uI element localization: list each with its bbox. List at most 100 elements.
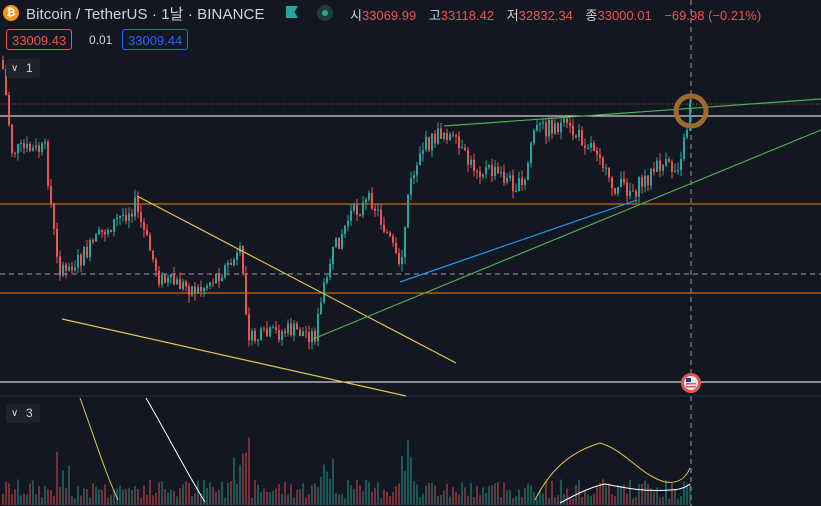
candle-body [206,285,208,289]
candle-body [470,159,472,165]
candle-body [65,264,67,271]
candle-body [587,147,589,149]
volume-bar [17,479,19,505]
candle-body [476,171,478,173]
volume-bar [512,498,514,505]
candle-body [371,193,373,209]
yellow-trendline-lower[interactable] [61,318,407,397]
candle-body [422,150,424,154]
volume-bar [11,494,13,505]
volume-bar [86,489,88,505]
volume-bar [329,478,331,505]
market-status-icon[interactable] [317,5,333,21]
volume-bar [470,482,472,505]
high-value: 33118.42 [440,8,495,23]
candle-body [386,232,388,234]
candle-body [482,173,484,177]
candle-body [203,288,205,292]
green-flag-icon[interactable] [286,6,298,18]
candle-body [539,123,541,125]
candle-body [251,330,253,341]
volume-bar [578,479,580,505]
volume-bar [98,489,100,505]
volume-bar [545,480,547,505]
volume-bar [533,491,535,505]
candle-body [407,194,409,228]
candle-body [299,329,301,337]
circle-marker-drawing[interactable] [673,93,709,129]
candle-body [209,282,211,286]
volume-bar [524,488,526,505]
volume-bar [260,492,262,505]
candle-body [332,246,334,265]
candle-body [458,136,460,148]
volume-bar [185,481,187,505]
candle-body [125,214,127,221]
candle-body [191,286,193,296]
volume-bar [551,480,553,505]
green-trendline-upper[interactable] [443,98,821,127]
candle-body [431,133,433,151]
volume-bar [611,494,613,505]
yellow-trendline-upper[interactable] [136,195,457,364]
symbol-title[interactable]: Bitcoin / TetherUS · 1날 · BINANCE [26,6,265,23]
volume-bar [365,480,367,505]
candle-body [263,328,265,330]
candle-body [50,185,52,205]
volume-bar [227,482,229,505]
volume-bar [374,487,376,505]
volume-bar [218,490,220,505]
candle-body [17,144,19,154]
us-flag-event-icon[interactable] [681,373,701,393]
candle-body [221,277,223,281]
volume-bar [371,492,373,505]
buy-price-button[interactable]: 33009.44 [122,29,189,50]
candle-body [287,323,289,334]
candle-body [47,141,49,186]
volume-bar [215,491,217,505]
candle-body [350,210,352,221]
high-label: 고 [428,8,441,23]
volume-bar [527,483,529,505]
candle-body [410,178,412,195]
candle-body [377,209,379,211]
volume-bar [428,483,430,505]
indicator-pane-collapse-button[interactable]: ∨ 3 [6,404,40,423]
candle-body [626,182,628,196]
candle-body [71,266,73,271]
volume-bar [275,488,277,505]
candle-body [632,190,634,192]
candle-body [74,267,76,271]
candle-body [635,191,637,197]
candle-body [536,124,538,131]
volume-bar [407,440,409,505]
volume-bar [47,489,49,505]
volume-bar [356,479,358,505]
volume-bar [359,485,361,505]
volume-bar [80,495,82,505]
volume-bar [398,483,400,505]
main-pane-collapse-button[interactable]: ∨ 1 [6,59,40,78]
candle-body [449,134,451,141]
chevron-down-icon: ∨ [11,408,19,419]
candle-body [500,171,502,173]
volume-bar [473,497,475,505]
candle-body [629,190,631,196]
candle-body [38,145,40,152]
volume-bar [221,481,223,505]
candle-body [308,331,310,343]
blue-trendline[interactable] [399,199,638,283]
sell-price-button[interactable]: 33009.43 [6,29,73,50]
candle-body [512,175,514,192]
volume-bar [2,494,4,505]
candle-body [419,153,421,166]
candle-body [296,323,298,330]
low-value: 32832.34 [518,8,573,23]
candle-body [20,143,22,145]
volume-bar [674,489,676,505]
candle-body [650,168,652,186]
green-trendline-lower[interactable] [312,129,821,340]
volume-bar [458,494,460,505]
volume-bar [74,498,76,505]
